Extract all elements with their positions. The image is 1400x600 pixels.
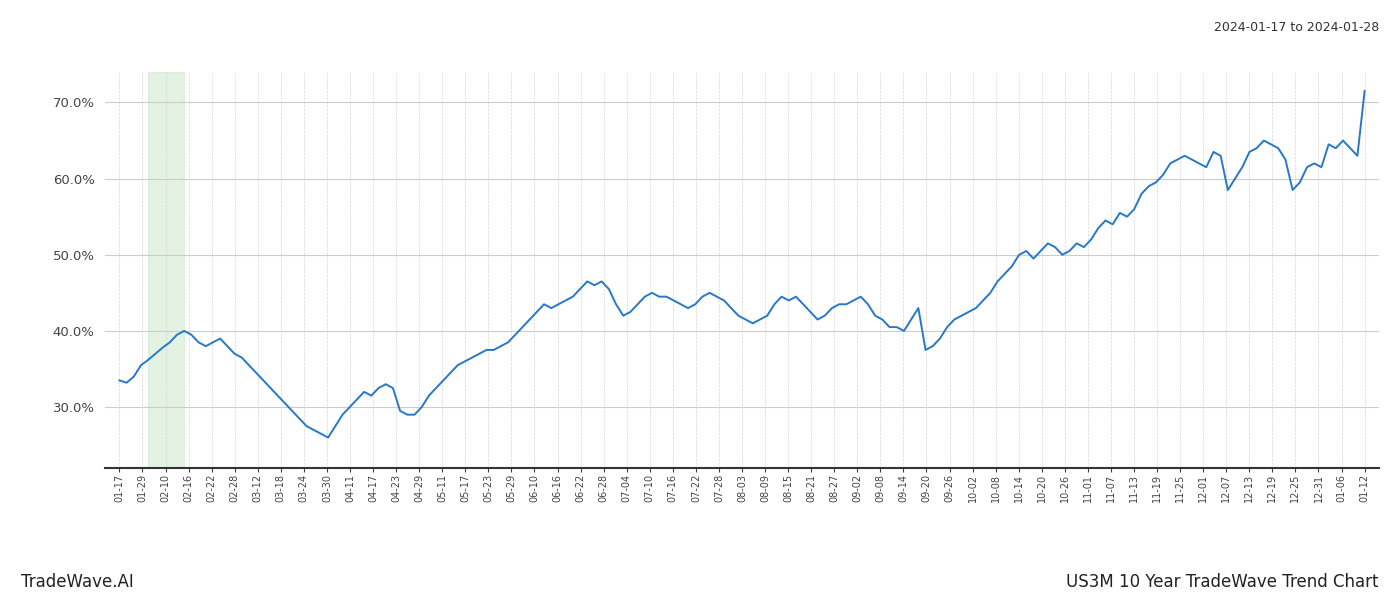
Bar — [148, 72, 185, 468]
Text: TradeWave.AI: TradeWave.AI — [21, 573, 134, 591]
Text: US3M 10 Year TradeWave Trend Chart: US3M 10 Year TradeWave Trend Chart — [1067, 573, 1379, 591]
Text: 2024-01-17 to 2024-01-28: 2024-01-17 to 2024-01-28 — [1214, 21, 1379, 34]
